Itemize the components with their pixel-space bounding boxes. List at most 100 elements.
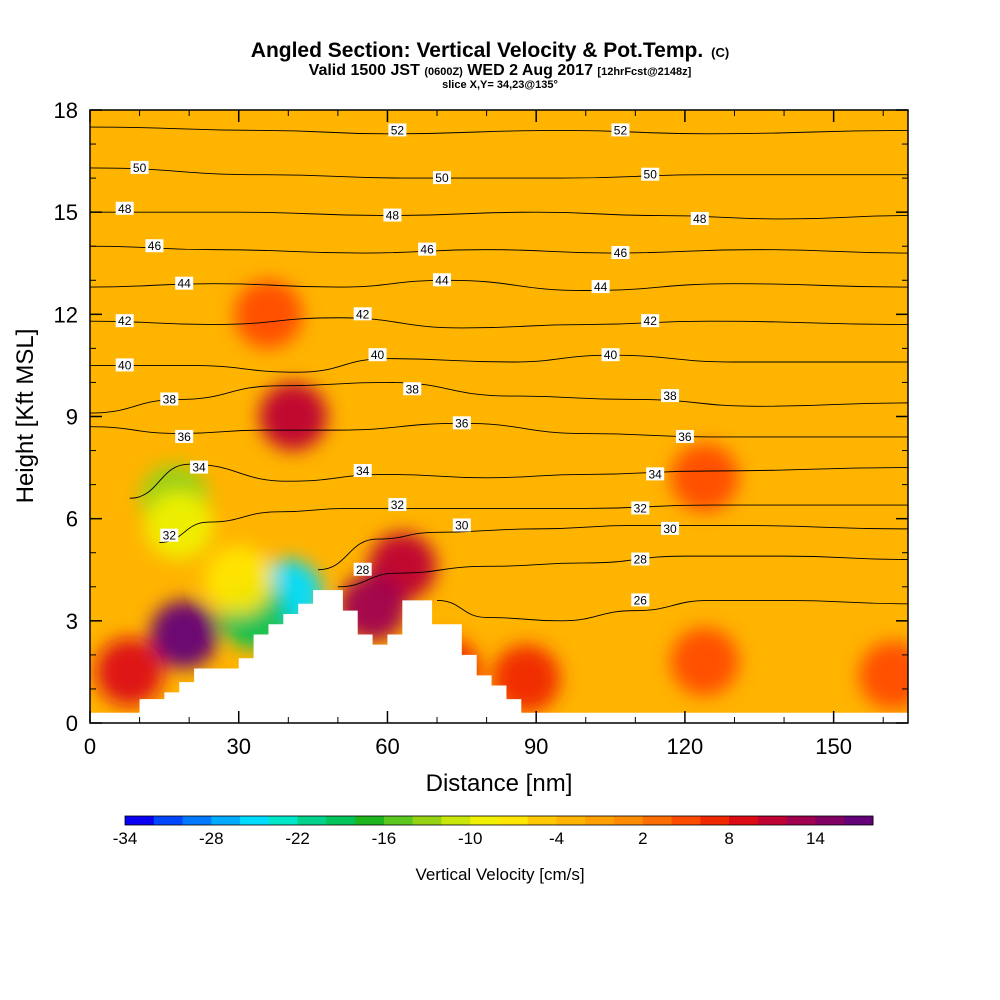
colorbar-tick-label: 2 — [638, 829, 647, 848]
x-axis: 0 30 60 90 120 150 — [84, 110, 884, 759]
contour-label-50: 50 — [644, 168, 658, 182]
contour-label-30: 30 — [663, 522, 677, 536]
contour-label-36: 36 — [678, 430, 692, 444]
contour-label-box — [601, 348, 620, 362]
contour-label-48: 48 — [693, 212, 707, 226]
colorbar-tick-label: -28 — [199, 829, 224, 848]
x-axis-label: Distance [nm] — [426, 770, 573, 797]
colorbar-segment — [671, 816, 701, 825]
contour-label-44: 44 — [594, 280, 608, 294]
colorbar-segment — [815, 816, 845, 825]
contour-label-box — [115, 201, 134, 215]
colorbar-segment — [297, 816, 327, 825]
contour-label-box — [368, 348, 387, 362]
theta-contour-42 — [90, 317, 908, 329]
colorbar-segment — [729, 816, 759, 825]
colorbar-segment — [268, 816, 299, 825]
contour-label-box — [115, 358, 134, 372]
contour-label-box — [160, 392, 179, 406]
contour-label-30: 30 — [455, 518, 469, 532]
colorbar-tick-label: 14 — [806, 829, 825, 848]
contour-label-box — [130, 160, 149, 174]
contour-label-44: 44 — [435, 273, 449, 287]
colorbar-segment — [326, 816, 356, 825]
x-tick-label: 120 — [667, 734, 704, 759]
contour-label-box — [145, 239, 164, 253]
contour-label-46: 46 — [614, 246, 628, 260]
velocity-feature-1 — [259, 382, 328, 451]
y-tick-label: 9 — [66, 405, 78, 430]
contour-label-34: 34 — [648, 467, 662, 481]
contour-label-box — [353, 562, 372, 576]
contour-label-box — [175, 429, 194, 443]
velocity-feature-14 — [234, 280, 303, 349]
colorbar-segment — [499, 816, 529, 825]
contour-label-36: 36 — [455, 416, 469, 430]
colorbar-segment — [441, 816, 471, 825]
contour-label-48: 48 — [118, 202, 132, 216]
y-axis-label: Height [Kft MSL] — [12, 329, 39, 504]
contour-label-box — [388, 498, 407, 512]
contour-label-box — [452, 416, 471, 430]
velocity-feature-9 — [95, 637, 164, 706]
contour-label-box — [353, 463, 372, 477]
colorbar-segment — [125, 816, 155, 825]
contour-label-32: 32 — [634, 501, 648, 515]
y-tick-label: 6 — [66, 507, 78, 532]
theta-contour-32 — [159, 504, 908, 543]
contour-label-40: 40 — [604, 348, 618, 362]
contour-labels: 52 52 50 50 50 48 48 48 46 46 46 44 44 44 42 42 42 40 40 40… — [115, 123, 709, 607]
theta-contour-46 — [90, 245, 908, 254]
y-tick-label: 0 — [66, 711, 78, 736]
theta-contour-38 — [90, 381, 908, 414]
contour-label-42: 42 — [644, 314, 658, 328]
x-tick-label: 150 — [815, 734, 852, 759]
contour-label-box — [611, 246, 630, 260]
y-tick-label: 15 — [54, 200, 78, 225]
colorbar-segment — [470, 816, 500, 825]
contour-label-32: 32 — [163, 529, 177, 543]
chart-slice-info: slice X,Y= 34,23@135° — [442, 79, 558, 91]
contour-label-box — [646, 467, 665, 481]
contour-label-38: 38 — [163, 392, 177, 406]
velocity-feature-12 — [670, 627, 739, 696]
colorbar-frame — [124, 815, 874, 826]
contour-label-box — [675, 429, 694, 443]
contour-label-box — [690, 211, 709, 225]
contour-label-box — [115, 314, 134, 328]
y-tick-label: 3 — [66, 609, 78, 634]
colorbar-tick-label: 8 — [724, 829, 733, 848]
theta-contour-34 — [129, 463, 908, 499]
contour-label-32: 32 — [391, 498, 405, 512]
colorbar-segment — [786, 816, 816, 825]
contour-label-38: 38 — [663, 389, 677, 403]
contour-label-box — [641, 167, 660, 181]
contour-label-46: 46 — [148, 239, 162, 253]
contour-label-box — [631, 552, 650, 566]
title-unit: (C) — [711, 45, 729, 60]
contour-label-42: 42 — [118, 314, 132, 328]
theta-contour-30 — [318, 525, 908, 571]
contour-label-box — [631, 593, 650, 607]
contour-label-box — [631, 501, 650, 515]
contour-label-box — [611, 123, 630, 137]
colorbar-segment — [211, 816, 241, 825]
velocity-feature-7 — [145, 491, 214, 560]
contour-label-42: 42 — [356, 307, 370, 321]
contour-label-34: 34 — [192, 461, 206, 475]
contour-label-50: 50 — [435, 171, 449, 185]
colorbar-segment — [614, 816, 644, 825]
theta-contours — [90, 126, 908, 622]
colorbar-segment — [412, 816, 442, 825]
contour-label-50: 50 — [133, 161, 147, 175]
contour-label-box — [190, 460, 209, 474]
colorbar-tick-label: -34 — [113, 829, 138, 848]
colorbar-segment — [757, 816, 788, 825]
colorbar-segment — [240, 816, 270, 825]
contour-label-28: 28 — [356, 563, 370, 577]
plot-area: 52 52 50 50 50 48 48 48 46 46 46 44 44 44 42 42 42 40 40 40… — [90, 110, 908, 723]
contour-label-box — [661, 521, 680, 535]
contour-label-36: 36 — [178, 430, 192, 444]
